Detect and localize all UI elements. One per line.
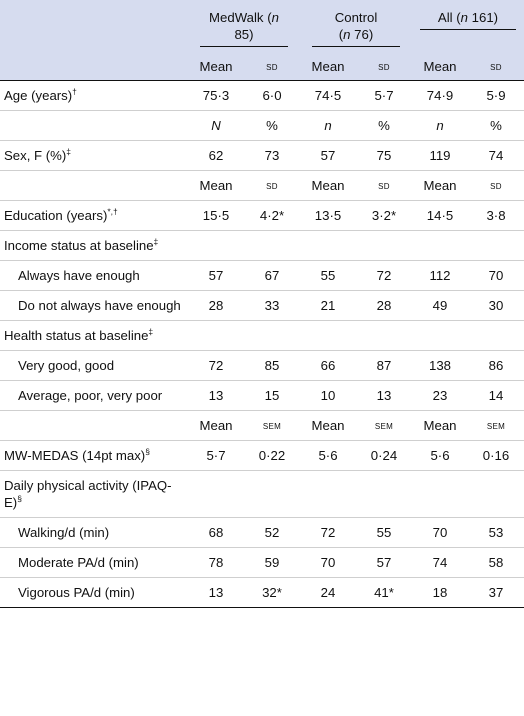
subheader-row: N% n% n% [0, 110, 524, 141]
group-name: All [437, 10, 453, 25]
group-name: MedWalk [209, 10, 264, 25]
table-row: Walking/d (min) 68 52 72 55 70 53 [0, 517, 524, 548]
baseline-characteristics-table: MedWalk (n 85) Control (n 76) All (n 161… [0, 0, 524, 608]
stat-header-row: Mean sd Mean sd Mean sd [0, 53, 524, 81]
header-group-control: Control (n 76) [300, 0, 412, 53]
table-row: Do not always have enough 28 33 21 28 49 30 [0, 290, 524, 321]
table-row: Moderate PA/d (min) 78 59 70 57 74 58 [0, 547, 524, 578]
section-row: Daily physical activity (IPAQ-E)§ [0, 470, 524, 518]
group-header-row: MedWalk (n 85) Control (n 76) All (n 161… [0, 0, 524, 53]
header-sd: sd [244, 53, 300, 81]
header-group-all: All (n 161) [412, 0, 524, 53]
header-mean: Mean [300, 53, 356, 81]
table-row: Sex, F (%)‡ 62 73 57 75 119 74 [0, 140, 524, 171]
subheader-row: Mean sem Mean sem Mean sem [0, 410, 524, 441]
table-row: Age (years)† 75·3 6·0 74·5 5·7 74·9 5·9 [0, 80, 524, 111]
section-row: Income status at baseline‡ [0, 230, 524, 261]
table-row: Very good, good 72 85 66 87 138 86 [0, 350, 524, 381]
header-mean: Mean [412, 53, 468, 81]
subheader-row: Mean sd Mean sd Mean sd [0, 170, 524, 201]
header-sd: sd [468, 53, 524, 81]
section-row: Health status at baseline‡ [0, 320, 524, 351]
table-row: MW-MEDAS (14pt max)§ 5·7 0·22 5·6 0·24 5·6… [0, 440, 524, 471]
header-group-medwalk: MedWalk (n 85) [188, 0, 300, 53]
header-mean: Mean [188, 53, 244, 81]
table-row: Always have enough 57 67 55 72 112 70 [0, 260, 524, 291]
table-row: Average, poor, very poor 13 15 10 13 23 14 [0, 380, 524, 411]
table-row: Education (years)*,† 15·5 4·2* 13·5 3·2* 1… [0, 200, 524, 231]
header-blank [0, 0, 188, 53]
header-sd: sd [356, 53, 412, 81]
table-row: Vigorous PA/d (min) 13 32* 24 41* 18 37 [0, 577, 524, 608]
group-name: Control [334, 10, 378, 25]
